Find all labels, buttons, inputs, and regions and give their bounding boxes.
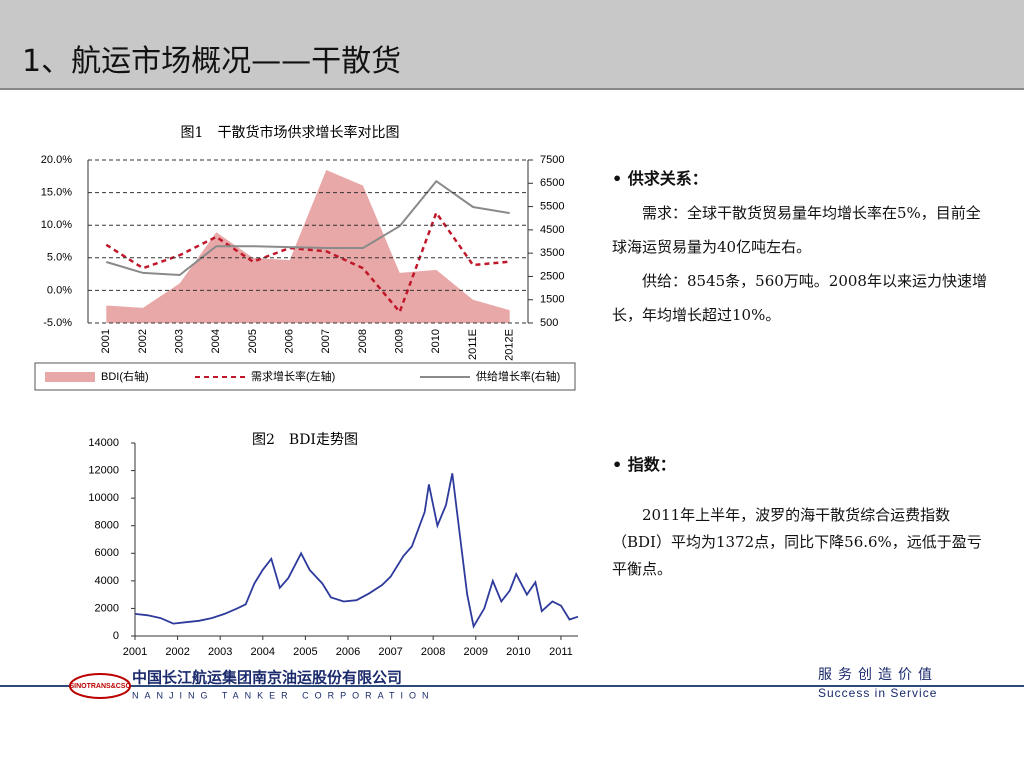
y2-tick-label: 7500 (540, 154, 564, 166)
logo (69, 673, 131, 699)
paragraph: 供给：8545条，560万吨。2008年以来运力快速增长，年均增长超过10%。 (612, 272, 987, 324)
x-tick-label: 2007 (378, 646, 402, 658)
x-tick-label: 2001 (100, 329, 112, 353)
paragraph: 2011年上半年，波罗的海干散货综合运费指数（BDI）平均为1372点，同比下降… (612, 506, 982, 578)
x-tick-label: 2001 (123, 646, 147, 658)
x-tick-label: 2007 (320, 329, 332, 353)
x-tick-label: 2008 (357, 329, 369, 353)
chart-title: 图1 干散货市场供求增长率对比图 (181, 124, 400, 141)
x-tick-label: 2012E (504, 329, 516, 361)
y-tick-label: 10000 (88, 492, 119, 504)
legend-label: 需求增长率(左轴) (251, 369, 335, 383)
x-tick-label: 2002 (165, 646, 189, 658)
x-tick-label: 2004 (210, 329, 222, 353)
x-tick-label: 2003 (208, 646, 232, 658)
x-tick-label: 2011E (467, 329, 479, 360)
chart-title: 图2 BDI走势图 (252, 432, 358, 448)
y2-tick-label: 4500 (540, 224, 564, 236)
x-tick-label: 2005 (293, 646, 317, 658)
y-tick-label: 10.0% (41, 219, 72, 231)
y-tick-label: 15.0% (41, 187, 72, 199)
y-tick-label: 5.0% (47, 252, 72, 264)
y-tick-label: 0.0% (47, 284, 72, 296)
header: 1、航运市场概况——干散货 (0, 0, 1024, 90)
x-tick-label: 2002 (137, 329, 149, 353)
y-tick-label: 12000 (88, 464, 119, 476)
line (134, 473, 579, 629)
company-en: NANJING TANKER CORPORATION (132, 690, 435, 700)
y2-tick-label: 3500 (540, 247, 564, 259)
legend-label: BDI(右轴) (101, 369, 149, 383)
x-tick-label: 2005 (247, 329, 259, 353)
y-tick-label: 4000 (95, 575, 119, 587)
title: 1、航运市场概况——干散货 (22, 44, 402, 79)
y2-tick-label: 500 (540, 317, 558, 329)
y-tick-label: 14000 (88, 437, 119, 449)
y2-tick-label: 1500 (540, 294, 564, 306)
paragraph: 需求：全球干散货贸易量年均增长率在5%，目前全球海运贸易量为40亿吨左右。 (612, 204, 981, 256)
legend-label: 供给增长率(右轴) (476, 369, 560, 383)
y-tick-label: 20.0% (41, 154, 72, 166)
x-tick-label: 2003 (174, 329, 186, 353)
section: 供求关系： 需求：全球干散货贸易量年均增长率在5%，目前全球海运贸易量为40亿吨… (612, 162, 992, 332)
heading: 指数： (612, 448, 992, 482)
slogan: 服务创造价值 (818, 667, 938, 683)
y2-tick-label: 6500 (540, 177, 564, 189)
y2-tick-label: 2500 (540, 270, 564, 282)
section: 指数： 2011年上半年，波罗的海干散货综合运费指数（BDI）平均为1372点，… (612, 448, 992, 583)
x-tick-label: 2010 (430, 329, 442, 353)
y-tick-label: 0 (113, 630, 119, 642)
x-tick-label: 2006 (284, 329, 296, 353)
x-tick-label: 2009 (394, 329, 406, 353)
legend-box (34, 362, 576, 391)
legend-swatch (45, 372, 95, 382)
y2-tick-label: 5500 (540, 200, 564, 212)
x-tick-label: 2011 (549, 646, 573, 658)
x-tick-label: 2010 (506, 646, 530, 658)
y-tick-label: 6000 (95, 547, 119, 559)
heading: 供求关系： (612, 162, 992, 196)
x-tick-label: 2006 (336, 646, 360, 658)
y-tick-label: 8000 (95, 520, 119, 532)
company: 中国长江航运集团南京油运股份有限公司 (132, 669, 402, 687)
x-tick-label: 2009 (464, 646, 488, 658)
x-tick-label: 2004 (251, 646, 275, 658)
y-tick-label: -5.0% (43, 317, 72, 329)
line (106, 179, 510, 277)
y-tick-label: 2000 (95, 602, 119, 614)
slogan-en: Success in Service (818, 686, 937, 700)
x-tick-label: 2008 (421, 646, 445, 658)
logo-text: SINOTRANS&CSC (69, 683, 130, 690)
